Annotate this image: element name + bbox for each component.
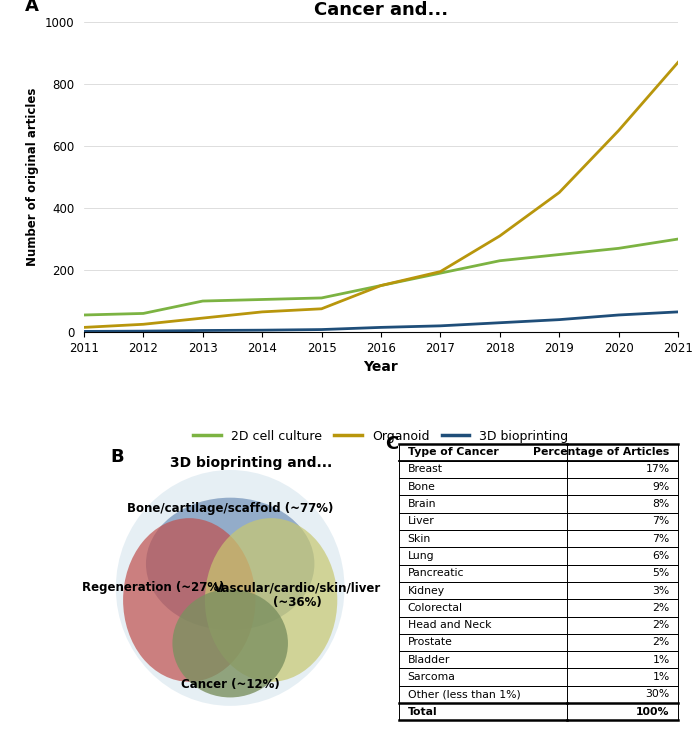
- Title: Cancer and...: Cancer and...: [314, 1, 448, 19]
- Text: 3%: 3%: [652, 586, 670, 595]
- Text: 2%: 2%: [652, 603, 670, 613]
- Text: Liver: Liver: [408, 517, 435, 526]
- Text: Cancer (~12%): Cancer (~12%): [181, 678, 280, 691]
- Text: 2%: 2%: [652, 637, 670, 648]
- Text: 30%: 30%: [645, 689, 670, 699]
- Text: A: A: [24, 0, 38, 15]
- Text: 9%: 9%: [652, 481, 670, 492]
- Text: 17%: 17%: [646, 465, 670, 475]
- Text: Regeneration (~27%): Regeneration (~27%): [82, 581, 224, 595]
- Ellipse shape: [116, 470, 345, 706]
- Text: Skin: Skin: [408, 534, 431, 544]
- Ellipse shape: [146, 498, 315, 630]
- Legend: 2D cell culture, Organoid, 3D bioprinting: 2D cell culture, Organoid, 3D bioprintin…: [189, 425, 573, 448]
- Text: Lung: Lung: [408, 551, 434, 561]
- Text: Breast: Breast: [408, 465, 442, 475]
- Text: 1%: 1%: [652, 655, 670, 664]
- Text: Vascular/cardio/skin/liver
(~36%): Vascular/cardio/skin/liver (~36%): [214, 581, 381, 609]
- X-axis label: Year: Year: [363, 360, 398, 374]
- Text: Bone/cartilage/scaffold (~77%): Bone/cartilage/scaffold (~77%): [127, 502, 333, 515]
- Ellipse shape: [123, 518, 255, 682]
- Text: Kidney: Kidney: [408, 586, 445, 595]
- Text: 7%: 7%: [652, 534, 670, 544]
- Text: Total: Total: [408, 706, 438, 717]
- Text: Bladder: Bladder: [408, 655, 450, 664]
- Text: Pancreatic: Pancreatic: [408, 568, 464, 578]
- Ellipse shape: [173, 589, 288, 698]
- Text: 3D bioprinting and...: 3D bioprinting and...: [170, 456, 332, 470]
- Text: B: B: [110, 448, 124, 466]
- Text: Bone: Bone: [408, 481, 435, 492]
- Text: Colorectal: Colorectal: [408, 603, 463, 613]
- Text: Prostate: Prostate: [408, 637, 452, 648]
- Text: Percentage of Articles: Percentage of Articles: [533, 447, 670, 457]
- Text: 2%: 2%: [652, 620, 670, 630]
- Y-axis label: Number of original articles: Number of original articles: [26, 88, 39, 266]
- Text: 7%: 7%: [652, 517, 670, 526]
- Text: 5%: 5%: [652, 568, 670, 578]
- Text: C: C: [385, 435, 398, 453]
- Text: 6%: 6%: [652, 551, 670, 561]
- Text: Head and Neck: Head and Neck: [408, 620, 491, 630]
- Text: 1%: 1%: [652, 672, 670, 682]
- Text: Brain: Brain: [408, 499, 436, 509]
- Ellipse shape: [205, 518, 338, 682]
- Text: Other (less than 1%): Other (less than 1%): [408, 689, 521, 699]
- Text: Type of Cancer: Type of Cancer: [408, 447, 498, 457]
- Text: 8%: 8%: [652, 499, 670, 509]
- Text: Sarcoma: Sarcoma: [408, 672, 456, 682]
- Text: 100%: 100%: [636, 706, 670, 717]
